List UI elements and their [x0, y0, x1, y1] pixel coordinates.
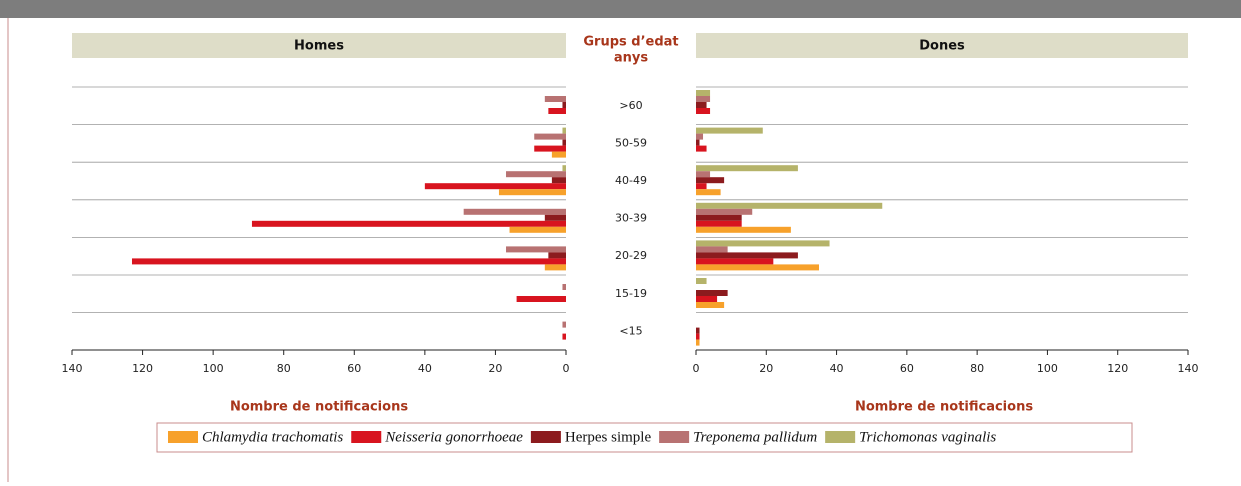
bar	[696, 240, 830, 247]
bar	[544, 214, 566, 221]
x-tick-label: 100	[1037, 362, 1058, 375]
bar	[131, 258, 566, 265]
category-label: <15	[619, 324, 642, 337]
header-strip	[0, 0, 1241, 18]
x-axis-label: Nombre de notificacions	[855, 400, 1033, 415]
bar	[696, 302, 725, 308]
category-label: 30-39	[615, 212, 647, 225]
bar	[696, 290, 728, 296]
bar	[544, 96, 566, 102]
bar	[562, 102, 566, 108]
legend-swatch	[530, 431, 561, 443]
bar	[506, 246, 566, 253]
legend-label: Herpes simple	[565, 429, 652, 445]
bar	[696, 296, 718, 302]
bar	[696, 189, 721, 196]
x-axis-label: Nombre de notificacions	[230, 400, 408, 415]
bar	[696, 339, 700, 346]
bar	[696, 226, 791, 233]
x-tick-label: 0	[563, 362, 570, 375]
x-tick-label: 140	[1178, 362, 1199, 375]
bar	[696, 258, 774, 265]
legend-swatch	[168, 431, 198, 443]
legend-swatch	[351, 431, 382, 443]
legend-label: Neisseria gonorrhoeae	[384, 429, 523, 445]
category-label: 40-49	[615, 174, 647, 187]
bar	[562, 284, 566, 290]
x-tick-label: 120	[1107, 362, 1128, 375]
category-label: >60	[619, 99, 642, 112]
category-label: 15-19	[615, 287, 647, 300]
bar	[544, 264, 566, 271]
bar	[562, 333, 566, 340]
bar	[506, 171, 566, 178]
x-tick-label: 100	[203, 362, 224, 375]
legend-label: Trichomonas vaginalis	[859, 429, 996, 445]
bar	[562, 165, 566, 172]
x-tick-label: 120	[132, 362, 153, 375]
bar	[696, 171, 711, 178]
bar	[562, 127, 566, 134]
x-tick-label: 40	[830, 362, 844, 375]
category-label: anys	[614, 51, 649, 66]
legend-label: Treponema pallidum	[693, 429, 817, 445]
bar	[696, 177, 725, 184]
bar	[696, 139, 700, 146]
category-label: 20-29	[615, 249, 647, 262]
x-tick-label: 140	[62, 362, 83, 375]
bar	[696, 165, 798, 172]
bar	[696, 127, 763, 134]
bar	[251, 220, 566, 227]
bar	[562, 139, 566, 146]
bar	[696, 333, 700, 340]
bar	[696, 90, 711, 96]
bar	[509, 226, 566, 233]
panel-title: Dones	[919, 39, 965, 54]
x-tick-label: 60	[900, 362, 914, 375]
x-tick-label: 80	[970, 362, 984, 375]
panel-header	[696, 33, 1188, 58]
bar	[424, 183, 566, 190]
x-tick-label: 20	[759, 362, 773, 375]
bar	[548, 252, 566, 259]
x-tick-label: 0	[693, 362, 700, 375]
panel-header	[72, 33, 566, 58]
bar	[551, 151, 566, 158]
bar	[696, 278, 707, 284]
legend-label: Chlamydia trachomatis	[202, 429, 343, 445]
legend-swatch	[825, 431, 856, 443]
panel-title: Homes	[294, 39, 344, 54]
bar	[696, 264, 819, 271]
bar	[696, 102, 707, 108]
x-tick-label: 40	[418, 362, 432, 375]
x-tick-label: 60	[347, 362, 361, 375]
x-tick-label: 80	[277, 362, 291, 375]
bar	[696, 327, 700, 334]
bar	[696, 208, 753, 215]
bar	[551, 177, 566, 184]
bar	[696, 252, 798, 259]
bar	[696, 145, 707, 152]
bar	[562, 321, 566, 328]
bar	[696, 220, 742, 227]
bar	[534, 133, 566, 140]
bar	[498, 189, 566, 196]
category-label: Grups d’edat	[583, 35, 678, 50]
x-tick-label: 20	[488, 362, 502, 375]
bar	[696, 202, 883, 209]
bar	[548, 108, 566, 114]
bar	[696, 133, 704, 140]
bar	[463, 208, 566, 215]
bar	[696, 214, 742, 221]
legend-swatch	[659, 431, 690, 443]
legend-box	[156, 422, 1133, 453]
bar	[696, 96, 711, 102]
bar	[696, 183, 707, 190]
bar	[534, 145, 566, 152]
bar	[696, 246, 728, 253]
bar	[696, 108, 711, 114]
bar	[516, 296, 566, 302]
category-label: 50-59	[615, 136, 647, 149]
